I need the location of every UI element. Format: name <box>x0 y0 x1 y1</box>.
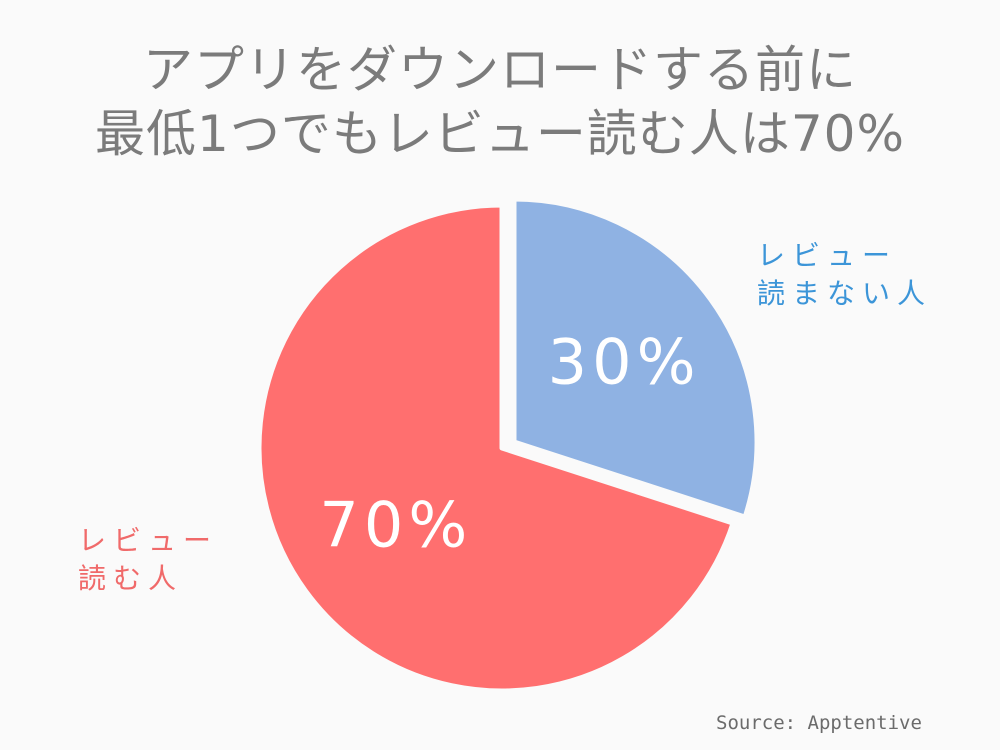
legend-label-reading-line-1: レビュー <box>78 524 219 557</box>
legend-label-reading: レビュー 読む人 <box>78 522 218 598</box>
slice-percent-not-reading: 30% <box>548 326 701 399</box>
source-note: Source: Apptentive <box>716 712 922 734</box>
legend-label-reading-line-2: 読む人 <box>78 562 184 595</box>
slice-percent-reading: 70% <box>319 489 472 562</box>
legend-label-not-reading: レビュー 読まない人 <box>757 237 932 313</box>
chart-title: アプリをダウンロードする前に 最低1つでもレビュー読む人は70% <box>0 38 1000 166</box>
legend-label-not-reading-line-2: 読まない人 <box>757 277 933 310</box>
legend-label-not-reading-line-1: レビュー <box>757 239 898 272</box>
pie-slice-not-reading <box>511 196 760 520</box>
chart-title-line-2: 最低1つでもレビュー読む人は70% <box>95 105 905 163</box>
chart-title-line-1: アプリをダウンロードする前に <box>143 41 857 99</box>
pie-slice-reading <box>256 202 736 694</box>
